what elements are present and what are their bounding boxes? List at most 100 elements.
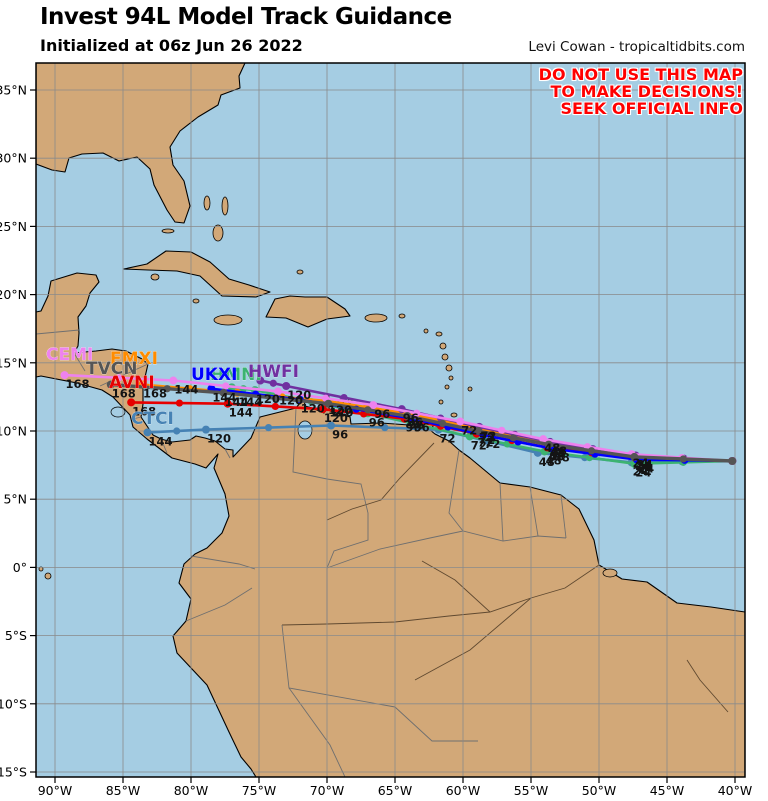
track-point-TVCN [163, 385, 171, 393]
hour-label-HWFI-96: 96 [403, 411, 419, 425]
island [150, 273, 160, 281]
track-point-CEMI [115, 374, 123, 382]
track-point-HWFI-126h [256, 376, 265, 385]
hour-label-CEMI-24: 24 [633, 456, 649, 470]
init-time-subtitle: Initialized at 06z Jun 26 2022 [40, 36, 303, 55]
hour-label-HMNI-24: 24 [635, 466, 651, 480]
hour-label-AVNI-48: 48 [548, 449, 564, 463]
country-border [73, 352, 86, 372]
river-orinoco [326, 442, 435, 521]
warning-line-2: TO MAKE DECISIONS! [550, 82, 743, 101]
hour-label-TVCN-48: 48 [550, 447, 566, 461]
track-point-CTCI [173, 427, 181, 435]
track-point-CEMI-168h [60, 371, 69, 380]
coastline-cuba [123, 250, 271, 298]
y-tick-label: 35°N [0, 83, 27, 98]
x-tick-label: 70°W [310, 783, 345, 798]
y-tick-label: 30°N [0, 151, 27, 166]
track-point-CTCI-120h [201, 425, 210, 434]
hour-label-CEMI-168: 168 [66, 377, 90, 391]
hour-label-TVCN-96: 96 [408, 418, 424, 432]
hour-label-EMXI-72: 72 [479, 430, 495, 444]
y-tick-label: 10°N [0, 424, 27, 439]
hour-label-HMNI-72: 72 [471, 438, 487, 452]
island [439, 342, 447, 350]
model-label-TVCN: TVCN [86, 359, 137, 379]
hour-label-TVCN-168: 168 [112, 387, 136, 401]
track-point-CEMI-144h [169, 376, 178, 385]
track-point-CTCI-144h [143, 428, 152, 437]
y-tick-label: 15°S [0, 765, 27, 780]
x-tick-label: 60°W [446, 783, 481, 798]
y-tick-label: 20°N [0, 287, 27, 302]
hour-label-UKXI-96: 96 [414, 421, 430, 435]
island [364, 313, 388, 323]
y-tick-label: 5°N [3, 492, 27, 507]
track-point-CEMI [222, 382, 230, 390]
island [441, 353, 449, 361]
country-border [499, 482, 504, 542]
hour-label-HWFI-72: 72 [480, 429, 496, 443]
hour-label-TVCN-24: 24 [635, 459, 651, 473]
island [398, 313, 406, 319]
hour-label-UKXI-48: 48 [554, 451, 570, 465]
hour-label-CEMI-48: 48 [544, 441, 560, 455]
track-point-CEMI-72h [456, 417, 465, 426]
warning-line-3: SEEK OFFICIAL INFO [560, 99, 743, 118]
hour-label-AVNI-96: 96 [406, 421, 422, 435]
track-point-CTCI-96h [327, 421, 336, 430]
island [161, 228, 175, 234]
coastline-central-south-america [36, 272, 745, 777]
hour-label-CTCI-48: 48 [539, 455, 555, 469]
disclaimer-warning: DO NOT USE THIS MAP TO MAKE DECISIONS! S… [539, 66, 743, 117]
river-sao-francisco [686, 659, 729, 713]
track-point-TVCN [439, 419, 447, 428]
island [192, 298, 200, 304]
hour-label-TVCN-120: 120 [329, 406, 353, 420]
model-label-UKXI: UKXI [191, 365, 237, 385]
country-border [292, 407, 369, 569]
hour-label-HMNI-96: 96 [369, 415, 385, 429]
x-tick-label: 90°W [38, 783, 73, 798]
track-point-HWFI [269, 379, 277, 387]
hour-label-HMNI-48: 48 [546, 453, 562, 467]
island [438, 399, 444, 405]
track-point-TVCN-96h [403, 411, 412, 420]
track-point-TVCN-48h [544, 440, 553, 449]
hour-label-UKXI-120: 120 [301, 402, 325, 416]
island [435, 331, 443, 337]
track-point-CEMI-48h [539, 435, 548, 444]
x-tick-label: 40°W [718, 783, 753, 798]
island [44, 572, 52, 580]
track-point-HMNI-72h [465, 432, 474, 441]
hour-label-UKXI-24: 24 [638, 462, 654, 476]
island [602, 568, 618, 578]
track-point-TVCN [587, 447, 596, 455]
hour-label-HMNI-120: 120 [256, 392, 280, 406]
hour-label-HWFI-24: 24 [637, 458, 653, 472]
hour-label-TVCN-144: 144 [225, 395, 249, 409]
y-tick-label: 15°N [0, 355, 27, 370]
warning-line-1: DO NOT USE THIS MAP [538, 65, 743, 84]
y-tick-label: 10°S [0, 696, 27, 711]
track-point-TVCN [364, 406, 372, 414]
lake-maracaibo [297, 420, 313, 440]
hour-label-AVNI-72: 72 [478, 436, 494, 450]
hour-label-TVCN-72: 72 [479, 433, 495, 447]
country-border [160, 438, 168, 454]
hour-label-CTCI-72: 72 [440, 432, 456, 446]
x-tick-label: 50°W [582, 783, 617, 798]
island [444, 384, 450, 390]
island [296, 269, 304, 275]
hour-label-AVNI-168: 168 [132, 404, 156, 418]
hour-label-EMXI-96: 96 [407, 415, 423, 429]
country-border [288, 687, 346, 777]
track-point-AVNI [175, 399, 184, 407]
hour-label-CEMI-120: 120 [279, 393, 303, 407]
country-border [560, 494, 567, 539]
x-tick-label: 65°W [378, 783, 413, 798]
hour-label-UKXI-72: 72 [484, 437, 500, 451]
hour-label-UKXI-144: 144 [212, 391, 236, 405]
track-point-AVNI-120h [318, 405, 327, 414]
hour-label-EMXI-48: 48 [550, 445, 566, 459]
